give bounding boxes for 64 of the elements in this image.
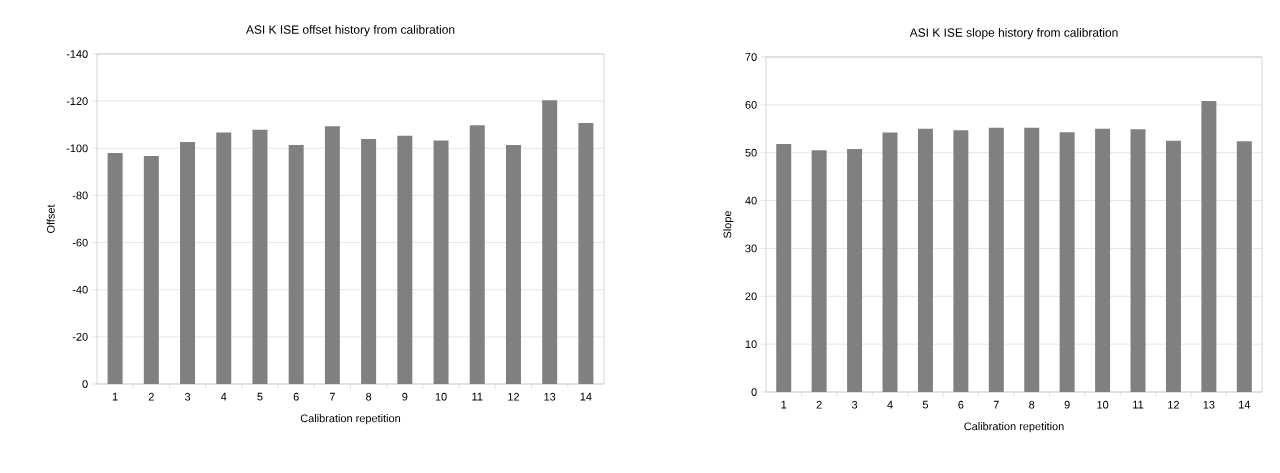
x-tick-label: 8 <box>366 392 372 401</box>
x-tick-label: 5 <box>257 392 263 401</box>
chart-title: ASI K ISE offset history from calibration <box>245 25 455 37</box>
x-tick-label: 6 <box>293 392 299 401</box>
x-tick-label: 10 <box>435 392 447 401</box>
x-tick-label: 1 <box>112 392 118 401</box>
x-axis-title: Calibration repetition <box>300 414 401 425</box>
x-tick-label: 12 <box>508 392 520 401</box>
y-tick-label: 30 <box>745 244 757 253</box>
bar <box>776 144 792 392</box>
x-tick-label: 6 <box>958 400 964 409</box>
y-tick-label: -40 <box>72 285 88 294</box>
x-tick-label: 7 <box>993 400 999 409</box>
y-tick-label: 40 <box>745 196 757 205</box>
y-tick-label: 0 <box>751 388 757 396</box>
y-tick-label: -120 <box>66 97 88 106</box>
bar <box>1201 101 1217 392</box>
y-tick-label: -20 <box>72 332 88 341</box>
bar <box>882 132 898 392</box>
y-tick-label: -60 <box>72 238 88 247</box>
x-tick-label: 3 <box>851 400 858 409</box>
y-tick-label: 50 <box>745 148 757 157</box>
x-tick-label: 12 <box>1168 400 1179 409</box>
x-tick-label: 2 <box>816 400 822 409</box>
y-tick-label: 70 <box>745 53 757 61</box>
x-tick-label: 8 <box>1029 400 1035 409</box>
x-tick-label: 13 <box>544 392 556 401</box>
y-axis-title: Offset <box>46 204 55 233</box>
x-tick-label: 9 <box>402 392 408 401</box>
bar <box>953 130 969 392</box>
y-tick-label: 60 <box>745 100 757 109</box>
x-tick-label: 10 <box>1097 400 1109 409</box>
x-tick-label: 4 <box>220 392 227 401</box>
y-tick-label: 20 <box>745 292 757 301</box>
y-axis-title: Slope <box>723 210 734 239</box>
x-tick-label: 14 <box>1239 400 1251 409</box>
bar <box>847 148 863 392</box>
y-tick-label: 0 <box>82 380 88 388</box>
bar <box>988 127 1004 392</box>
x-tick-label: 1 <box>781 400 787 409</box>
y-tick-label: -100 <box>66 144 88 153</box>
bar <box>1130 129 1146 392</box>
bar <box>1236 141 1252 392</box>
x-axis-title: Calibration repetition <box>964 422 1064 433</box>
bar <box>1165 140 1181 392</box>
bar <box>1024 127 1040 392</box>
x-tick-label: 3 <box>184 392 191 401</box>
bar <box>1095 128 1111 392</box>
x-tick-label: 4 <box>887 400 893 409</box>
bar <box>917 128 933 392</box>
x-tick-label: 7 <box>329 392 335 401</box>
x-tick-label: 11 <box>1133 400 1144 409</box>
y-tick-label: -140 <box>66 50 88 58</box>
x-tick-label: 11 <box>472 392 483 401</box>
bar <box>1059 132 1075 392</box>
bar <box>811 150 827 392</box>
y-tick-label: -80 <box>72 191 88 200</box>
chart-title: ASI K ISE slope history from calibration <box>909 28 1118 40</box>
x-tick-label: 9 <box>1064 400 1070 409</box>
x-tick-label: 2 <box>148 392 154 401</box>
x-tick-label: 5 <box>922 400 929 409</box>
y-tick-label: 10 <box>745 340 757 349</box>
x-tick-label: 14 <box>580 392 592 401</box>
x-tick-label: 13 <box>1203 400 1215 409</box>
